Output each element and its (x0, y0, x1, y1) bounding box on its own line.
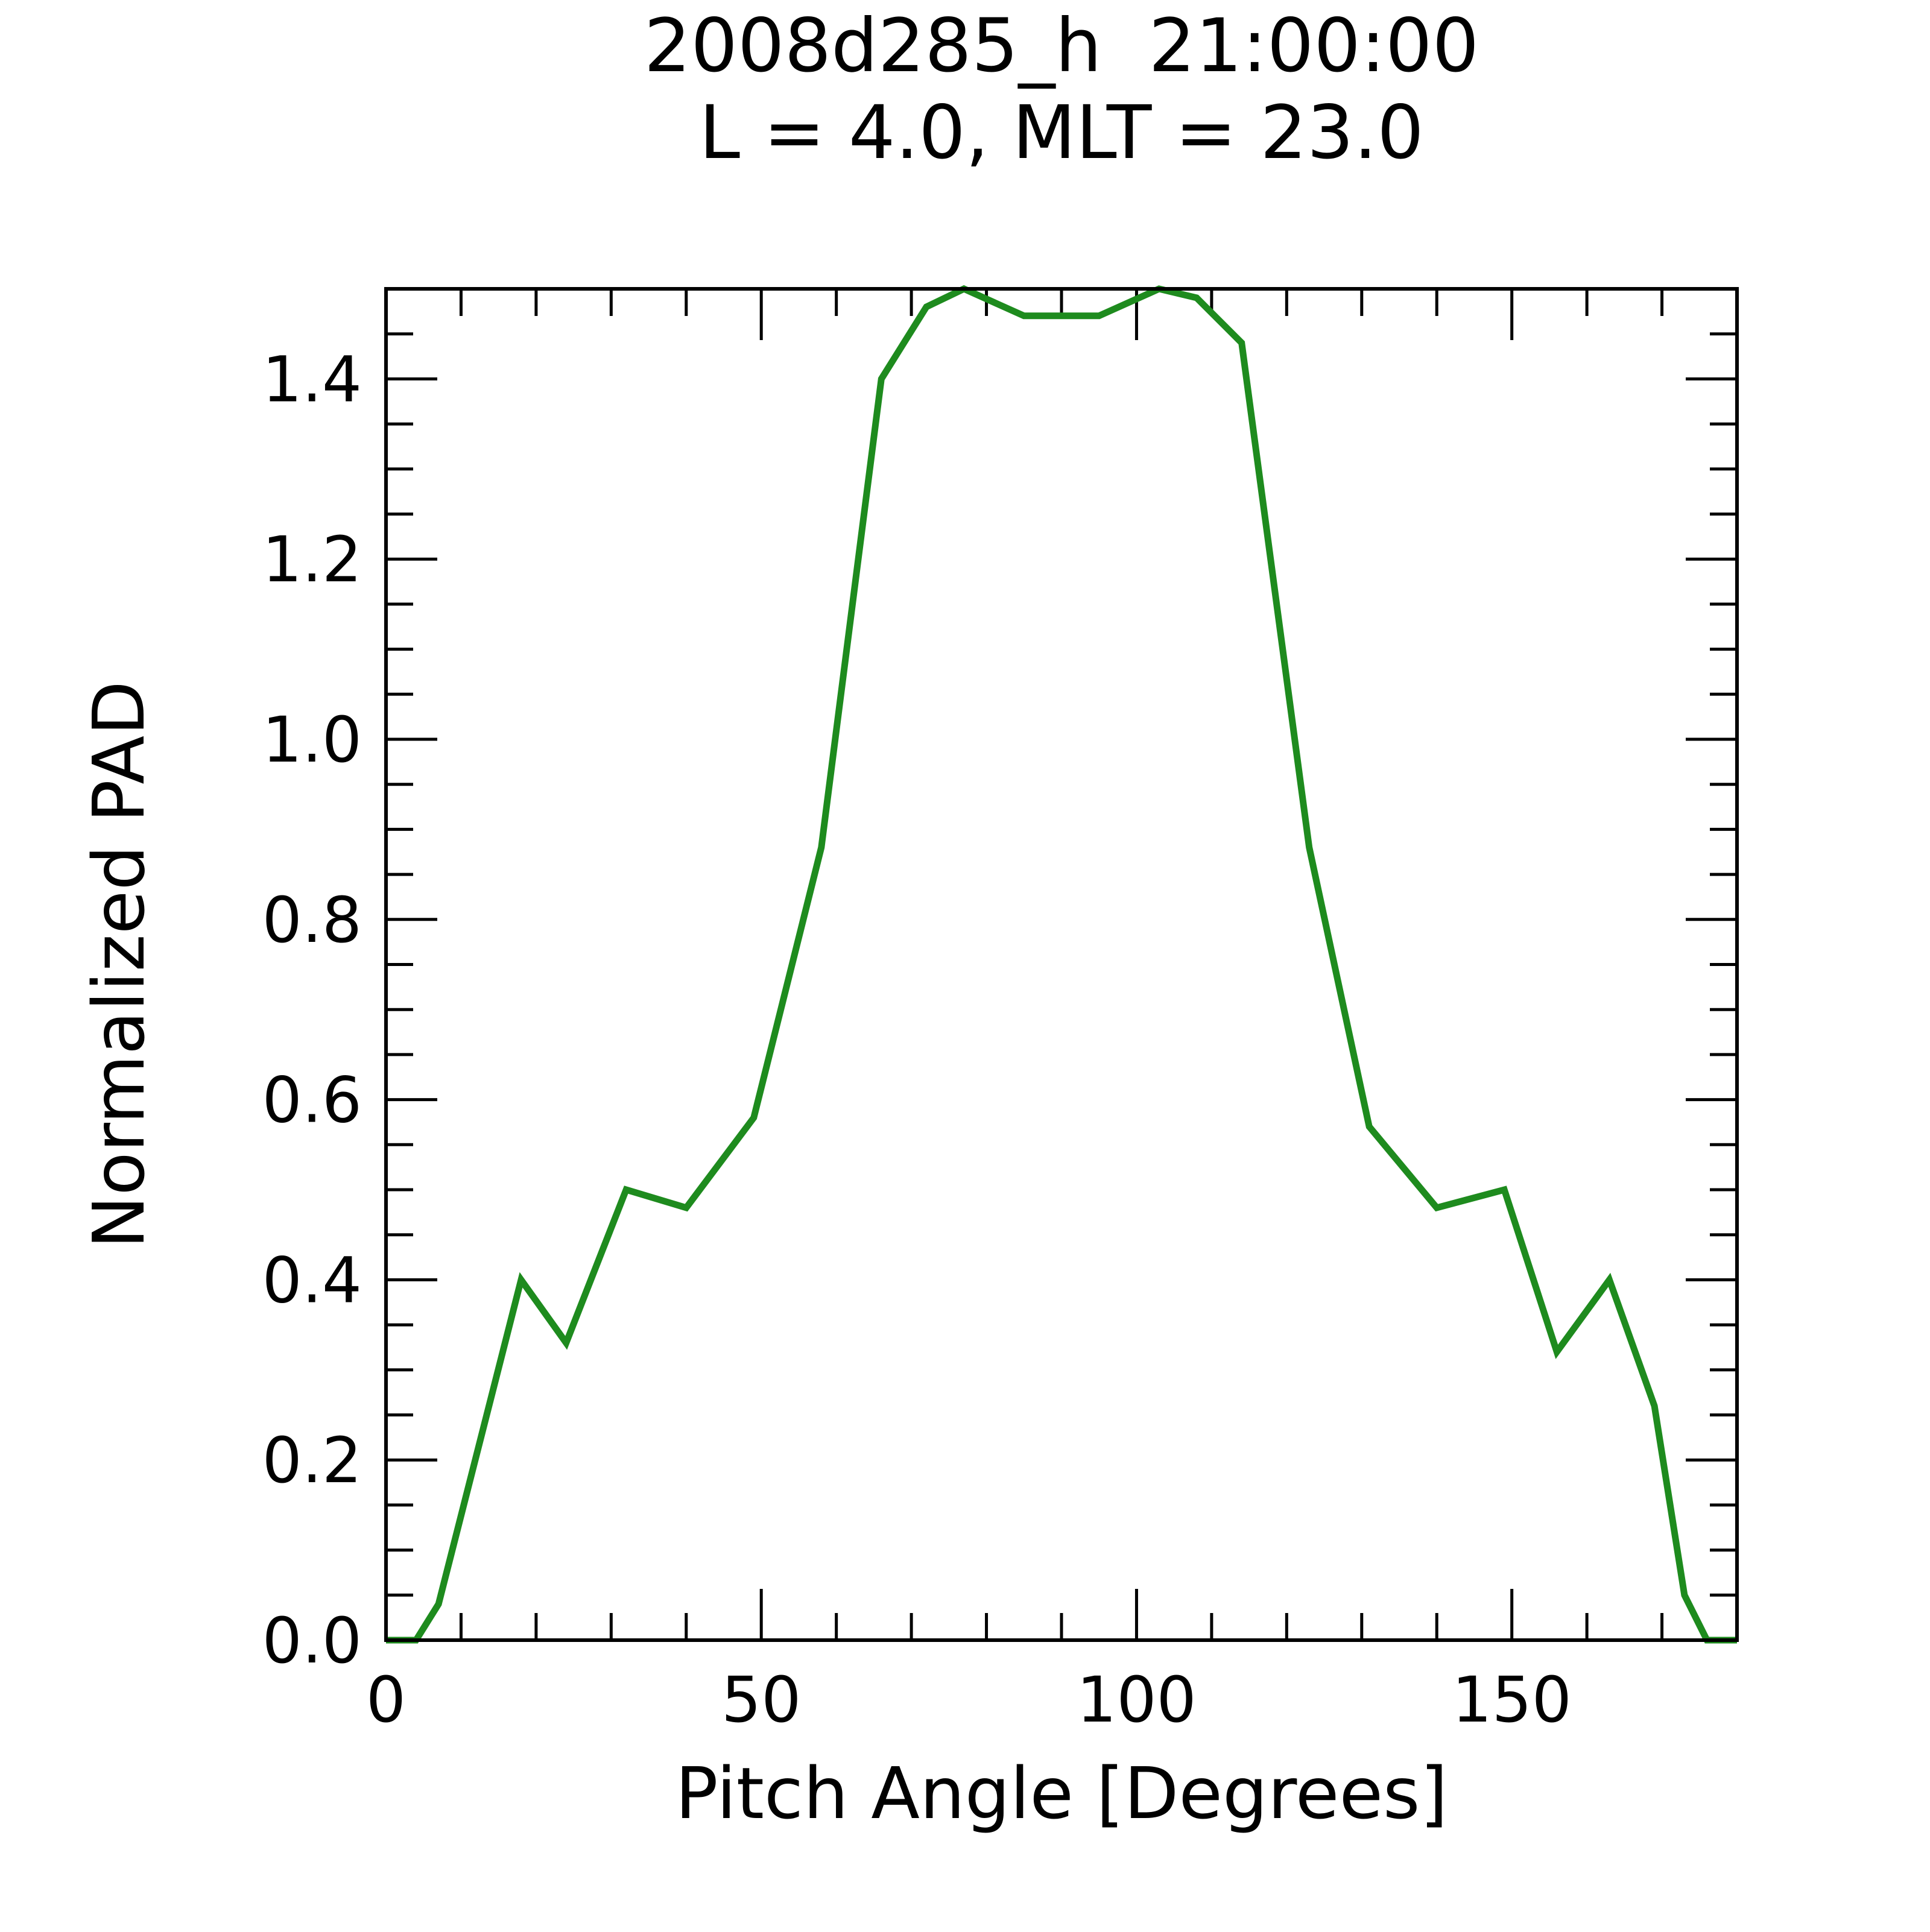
y-tick-label: 0.2 (262, 1424, 362, 1497)
x-axis-label: Pitch Angle [Degrees] (675, 1752, 1448, 1835)
y-tick-label: 0.0 (262, 1604, 362, 1678)
axis-ticks (384, 289, 1737, 1642)
x-tick-label: 100 (1077, 1663, 1197, 1737)
y-tick-label: 0.4 (262, 1243, 362, 1317)
pad-data-line (386, 285, 1737, 1644)
y-tick-label: 0.6 (262, 1064, 362, 1137)
y-tick-label: 1.2 (262, 523, 362, 596)
y-axis-label: Normalized PAD (77, 681, 160, 1249)
chart-title-line2: L = 4.0, MLT = 23.0 (699, 90, 1424, 175)
x-tick-label: 0 (366, 1663, 406, 1737)
y-tick-label: 0.8 (262, 883, 362, 957)
y-tick-labels: 0.0 0.2 0.4 0.6 0.8 1.0 1.2 1.4 (262, 343, 362, 1678)
plot-frame (384, 287, 1739, 1642)
x-tick-label: 150 (1452, 1663, 1572, 1737)
x-tick-label: 50 (721, 1663, 801, 1737)
y-tick-label: 1.4 (262, 343, 362, 416)
chart-title-line1: 2008d285_h 21:00:00 (644, 3, 1479, 89)
x-tick-labels: 0 50 100 150 (366, 1663, 1572, 1737)
y-tick-label: 1.0 (262, 703, 362, 777)
